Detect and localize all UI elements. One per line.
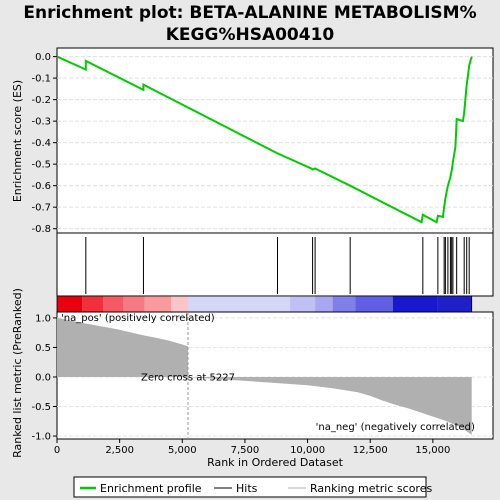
- es-y-tick-label: -0.7: [31, 203, 51, 214]
- x-tick-label: 7,500: [231, 445, 260, 456]
- color-bar-segment: [290, 296, 316, 312]
- rank-color-bar: [56, 295, 473, 313]
- color-bar-segment: [82, 296, 104, 312]
- color-bar-segment: [392, 296, 438, 312]
- es-y-tick-label: -0.8: [31, 224, 51, 235]
- es-y-tick-label: -0.3: [31, 117, 51, 128]
- chart-title-line-2: KEGG%HSA00410: [166, 25, 335, 45]
- legend-label: Enrichment profile: [100, 482, 202, 495]
- color-bar-segment: [171, 296, 188, 312]
- legend-label: Hits: [236, 482, 258, 495]
- color-bar-segment: [103, 296, 124, 312]
- x-tick-label: 12,500: [353, 445, 388, 456]
- es-y-tick-label: -0.2: [31, 95, 51, 106]
- x-tick-label: 0: [54, 445, 60, 456]
- legend-label: Ranking metric scores: [310, 482, 432, 495]
- metric-y-tick-label: 0.5: [35, 343, 51, 354]
- hits-panel: [56, 232, 494, 297]
- enrichment-profile-line: [56, 55, 473, 224]
- negative-correlation-label: 'na_neg' (negatively correlated): [316, 422, 475, 433]
- x-tick-label: 2,500: [105, 445, 134, 456]
- zero-cross-label: Zero cross at 5227: [141, 372, 235, 383]
- metric-y-tick-label: -1.0: [31, 432, 51, 443]
- color-bar-segment: [144, 296, 172, 312]
- metric-y-ticks: 1.0 0.5 0.0 -0.5 -1.0: [31, 313, 57, 443]
- metric-y-tick-label: -0.5: [31, 402, 51, 413]
- x-tick-label: 15,000: [415, 445, 450, 456]
- es-y-tick-label: -0.1: [31, 74, 51, 85]
- color-bar-segment: [332, 296, 356, 312]
- legend: Enrichment profile Hits Ranking metric sco…: [80, 482, 432, 495]
- color-bar-segment: [437, 296, 472, 312]
- x-tick-label: 5,000: [168, 445, 197, 456]
- metric-x-ticks: 0 2,500 5,000 7,500 10,000 12,500 15,000: [54, 439, 450, 456]
- color-bar-segment: [123, 296, 145, 312]
- metric-y-tick-label: 0.0: [35, 372, 51, 383]
- chart-title-line-1: Enrichment plot: BETA-ALANINE METABOLISM…: [23, 3, 476, 23]
- x-tick-label: 10,000: [290, 445, 325, 456]
- color-bar-segment: [355, 296, 393, 312]
- metric-y-axis-label: Ranked list metric (PreRanked): [11, 288, 24, 458]
- color-bar-segment: [187, 296, 291, 312]
- es-gridlines: [57, 56, 493, 230]
- ranking-metric-area: [57, 317, 472, 435]
- color-bar-segment: [315, 296, 333, 312]
- positive-correlation-label: 'na_pos' (positively correlated): [61, 313, 215, 324]
- es-y-tick-label: -0.4: [31, 138, 51, 149]
- es-y-tick-label: 0.0: [35, 52, 51, 63]
- es-y-tick-label: -0.6: [31, 181, 51, 192]
- hit-markers: [85, 237, 470, 294]
- es-y-ticks: 0.0 -0.1 -0.2 -0.3 -0.4 -0.5 -0.6 -0.7 -0.8: [31, 52, 57, 235]
- es-y-tick-label: -0.5: [31, 160, 51, 171]
- es-y-axis-label: Enrichment score (ES): [11, 80, 24, 202]
- legend-box: [73, 476, 427, 498]
- es-panel: [56, 47, 494, 234]
- metric-y-tick-label: 1.0: [35, 313, 51, 324]
- x-axis-label: Rank in Ordered Dataset: [207, 456, 344, 469]
- color-bar-segment: [57, 296, 83, 312]
